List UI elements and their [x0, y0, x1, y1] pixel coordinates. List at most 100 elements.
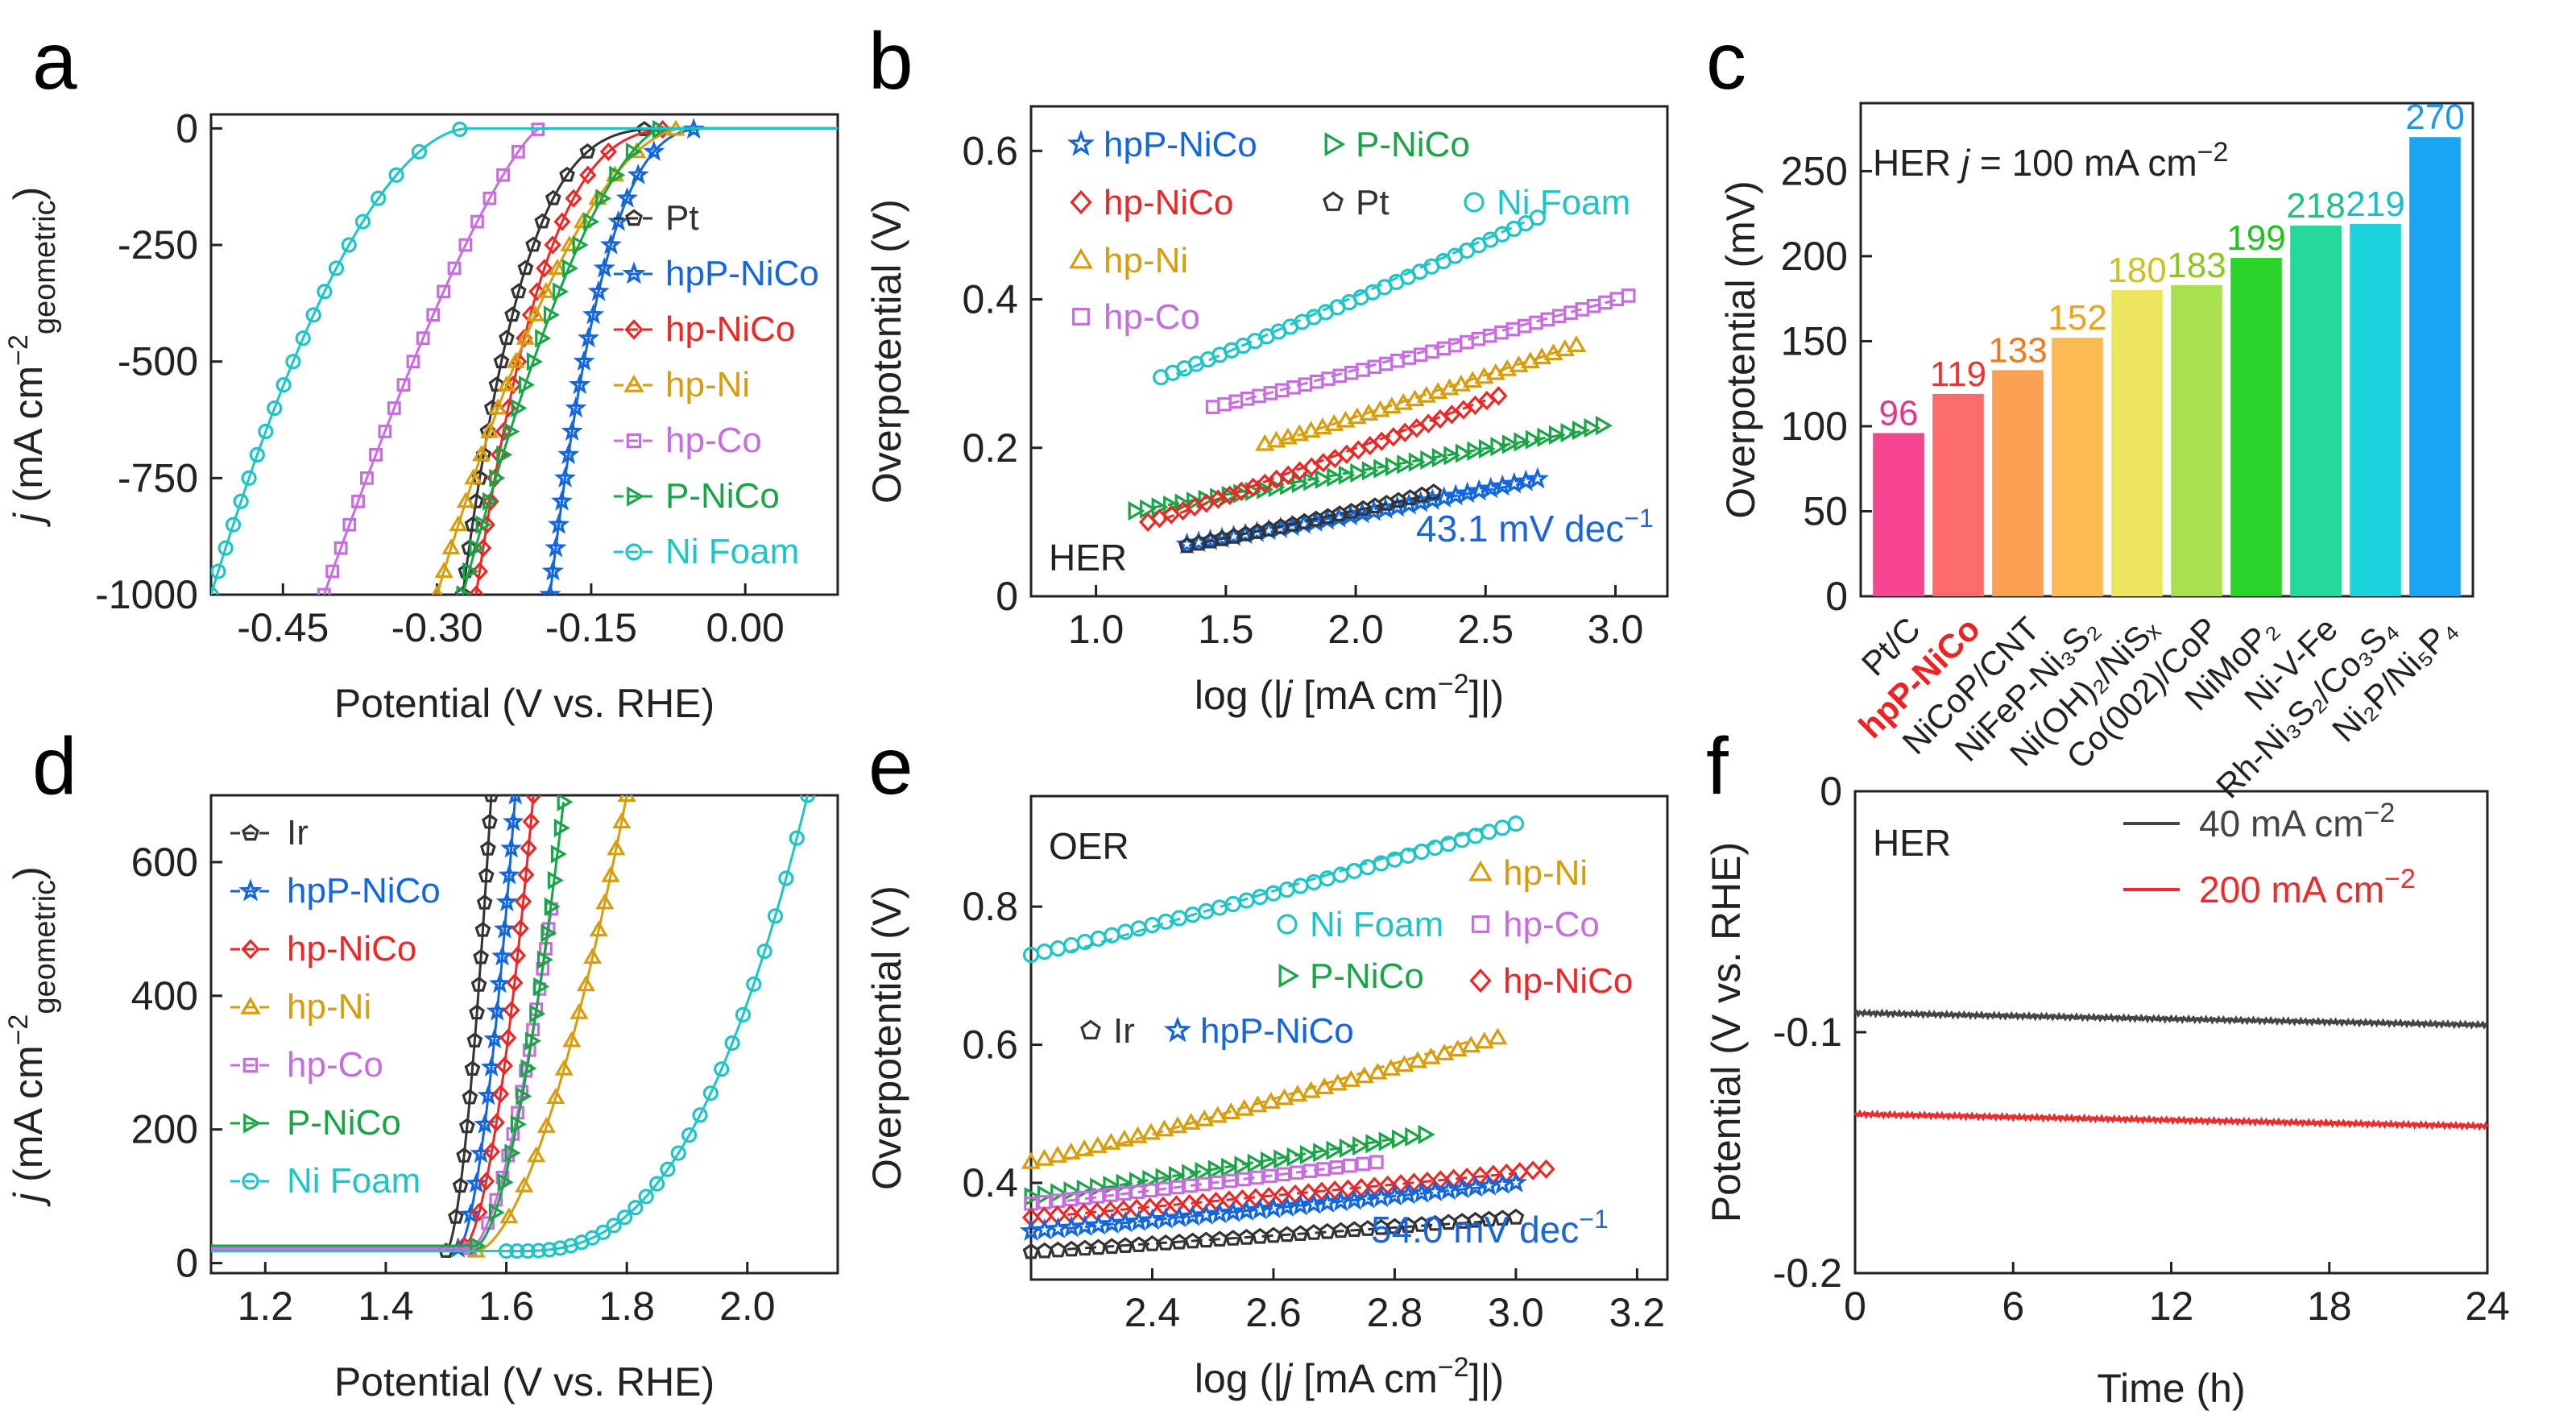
legend-label-hpp-nico: hpP-NiCo: [1200, 1011, 1354, 1051]
marker-hp-co: [1104, 1188, 1118, 1202]
marker-p-nico: [1478, 438, 1496, 459]
marker-hpp-nico: [1033, 1218, 1056, 1240]
marker-hp-ni: [1405, 389, 1425, 407]
marker-hp-co: [426, 308, 441, 322]
panel-letter-f: f: [1706, 721, 1729, 811]
bar-value-label: 133: [1988, 330, 2047, 370]
fit-line-hp-ni: [1066, 1040, 1468, 1161]
x-axis-label: Potential (V vs. RHE): [334, 681, 714, 726]
legend-label-hp-co: hp-Co: [287, 1045, 383, 1085]
y-tick-label: 600: [131, 840, 198, 885]
marker-p-nico: [1537, 427, 1555, 447]
tafel-slope-part: −1: [1624, 504, 1653, 533]
marker-hpp-nico: [593, 256, 615, 278]
marker-ni-foam: [371, 190, 387, 206]
series-line-40-ma-cm-2: [1853, 1008, 2488, 1030]
series-line-200-ma-cm-2: [1853, 1109, 2489, 1131]
marker-hp-ni: [1101, 1132, 1121, 1150]
marker-ni-foam: [354, 214, 371, 230]
marker-p-nico: [553, 818, 570, 838]
bar-value-label: 152: [2048, 298, 2106, 338]
marker-hpp-nico: [587, 280, 610, 301]
marker-ir: [464, 1060, 481, 1077]
marker-ni-foam: [328, 260, 345, 276]
marker-p-nico: [1514, 432, 1531, 452]
marker-hpp-nico: [577, 326, 600, 348]
bar-ni-oh-nis: [2111, 290, 2163, 596]
marker-hp-ni: [449, 515, 468, 532]
marker-p-nico: [470, 1236, 487, 1255]
legend-label-200-ma-cm-2: 200 mA cm−2: [2199, 864, 2416, 911]
y-axis-label-part: −2: [3, 334, 34, 366]
marker-hp-ni: [1261, 1091, 1282, 1110]
y-axis-label: Potential (V vs. RHE): [1704, 842, 1749, 1222]
panel-a-plot: [211, 118, 838, 595]
marker-p-nico: [595, 189, 612, 208]
legend-label-hp-co: hp-Co: [665, 421, 762, 460]
marker-hp-co: [342, 517, 357, 532]
marker-ni-foam: [520, 1243, 536, 1259]
marker-ni-foam: [1211, 899, 1228, 916]
marker-hp-co: [387, 401, 401, 415]
x-tick-label: 2.6: [1245, 1290, 1302, 1335]
legend-marker-hp-ni: [1468, 860, 1493, 882]
marker-p-nico: [1303, 471, 1321, 492]
marker-ni-foam: [799, 795, 816, 803]
marker-ir: [478, 867, 495, 883]
marker-hp-ni: [1421, 1047, 1441, 1064]
marker-p-nico: [1163, 495, 1181, 516]
marker-hp-co: [416, 331, 430, 346]
marker-p-nico: [609, 165, 626, 185]
x-axis-label-part: log (|: [1195, 1356, 1283, 1401]
legend-label-hp-ni: hp-Ni: [1503, 853, 1588, 893]
marker-ir: [473, 948, 489, 965]
marker-hp-ni: [1034, 1148, 1054, 1166]
marker-p-nico: [1560, 422, 1578, 443]
marker-ni-foam: [411, 143, 428, 160]
marker-ni-foam: [681, 1127, 698, 1143]
marker-hp-co: [1356, 1156, 1371, 1172]
marker-p-nico: [1418, 1124, 1435, 1145]
y-tick-label: 150: [1781, 318, 1848, 363]
x-tick-label: 1.5: [1198, 607, 1254, 652]
marker-p-nico: [547, 870, 564, 890]
series-line-hp-ni: [436, 127, 838, 595]
marker-hp-nico: [482, 492, 499, 511]
marker-hp-nico: [478, 1172, 495, 1191]
marker-hp-nico: [506, 973, 524, 993]
x-tick-label: 2.4: [1124, 1290, 1181, 1335]
marker-hp-ni: [1021, 1151, 1042, 1169]
marker-ni-foam: [241, 470, 257, 486]
x-tick-label: -0.30: [391, 605, 483, 650]
marker-hpp-nico: [489, 972, 511, 994]
marker-p-nico: [529, 1004, 546, 1023]
tafel-slope-part: 54.0 mV dec: [1371, 1209, 1579, 1251]
marker-ni-foam: [778, 870, 794, 886]
marker-hp-co: [333, 541, 348, 555]
marker-ni-foam: [660, 1161, 676, 1177]
series-line-hp-co: [211, 908, 553, 1250]
legend-label-pt: Pt: [1356, 183, 1389, 222]
bar-value-label: 119: [1930, 355, 1986, 394]
legend-marker-hpp-nico: [238, 878, 263, 902]
marker-hp-nico: [1194, 1193, 1212, 1213]
x-tick-label: 3.0: [1588, 607, 1644, 652]
panel-a: -0.45 -0.30 -0.15 0.00 0 -250 -500 -750 -1000 Pot…: [3, 106, 839, 726]
panel-letter-c: c: [1706, 16, 1746, 106]
marker-hp-co: [1563, 305, 1578, 320]
marker-ni-foam: [498, 1243, 515, 1259]
marker-hp-nico: [503, 1001, 520, 1020]
marker-hp-ni: [546, 1088, 565, 1105]
marker-hp-ni: [1248, 1095, 1268, 1113]
marker-hp-co: [1529, 315, 1543, 330]
marker-hp-nico: [515, 892, 532, 911]
marker-hp-nico: [470, 1202, 488, 1222]
legend-marker-p-nico: [1324, 132, 1346, 156]
marker-hp-ni: [1439, 378, 1460, 396]
marker-hpp-nico: [491, 944, 514, 966]
marker-hpp-nico: [607, 210, 630, 231]
marker-hpp-nico: [643, 140, 665, 161]
marker-hp-ni: [583, 948, 603, 965]
marker-ir: [476, 894, 493, 910]
